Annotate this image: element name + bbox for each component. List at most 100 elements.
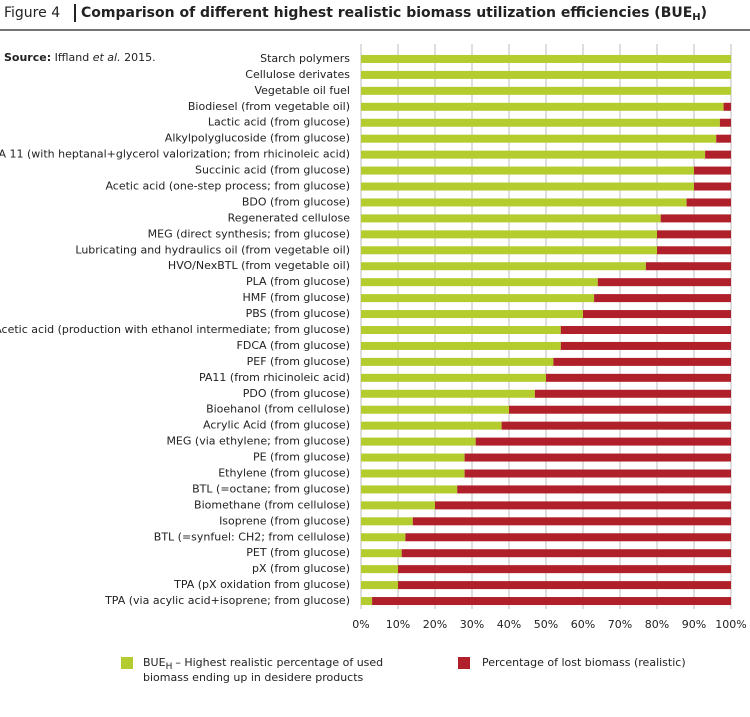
bar-segment [694,166,731,175]
legend-name-sub: H [166,662,173,672]
bar-segment [645,262,731,271]
bar-segment [361,437,476,446]
bar-segment [361,166,694,175]
source: Source: Iffland et al. 2015. [4,51,156,64]
source-part: et al. [93,51,121,64]
bar-segment [412,517,731,526]
y-tick-label: FDCA (from glucose) [237,339,350,352]
bar-segment [405,533,731,542]
y-tick-label: Isoprene (from glucose) [219,514,350,527]
y-tick-label: PET (from glucose) [246,546,350,559]
y-tick-label: pX (from glucose) [252,562,350,575]
bar-segment [534,389,731,398]
bar-segment [361,150,706,159]
bar-segment [361,405,509,414]
bar-segment [660,214,731,223]
bar-segment [398,581,731,590]
bar-segment [361,517,413,526]
bar-segment [686,198,731,207]
y-tick-label: PA 11 (with heptanal+glycerol valorizati… [0,148,350,161]
bar-segment [361,134,717,143]
bar-segment [361,86,731,95]
bar-segment [657,246,731,255]
source-part: 2015. [121,51,156,64]
y-tick-label: Succinic acid (from glucose) [195,164,350,177]
y-tick-label: Lactic acid (from glucose) [208,116,350,129]
bar-segment [361,565,398,574]
source-label: Source: [4,51,51,64]
bar-segment [657,230,731,239]
y-tick-label: Vegetable oil fuel [254,84,350,97]
bar-segment [361,533,406,542]
bar-segment [361,54,731,63]
bar-segment [361,182,694,191]
y-tick-label: Cellulose derivates [245,68,350,81]
bar-segment [501,421,731,430]
bar-segment [361,230,657,239]
y-tick-label: TPA (via acylic acid+isoprene; from gluc… [104,594,350,607]
y-tick-label: HMF (from glucose) [242,291,350,304]
y-tick-label: Bioehanol (from cellulose) [206,403,350,416]
bar-segment [361,549,402,558]
x-tick-label: 30% [460,618,484,631]
x-tick-label: 90% [682,618,706,631]
x-tick-label: 40% [497,618,521,631]
title-end: ) [701,5,707,21]
title-main: Comparison of different highest realisti… [81,5,692,21]
bar-segment [705,150,731,159]
bar-segment [594,294,731,303]
title-divider [74,4,76,22]
bar-segment [361,102,724,111]
y-tick-label: Lubricating and hydraulics oil (from veg… [75,243,350,256]
y-tick-label: Ethylene (from glucose) [218,466,350,479]
x-tick-label: 80% [645,618,669,631]
bar-segment [560,341,731,350]
bar-segment [464,469,731,478]
legend-name: BUE [143,656,166,669]
bar-segment [694,182,731,191]
bar-segment [361,294,595,303]
y-tick-label: Biomethane (from cellulose) [194,498,350,511]
y-tick-label: PEF (from glucose) [247,355,350,368]
bar-segment [475,437,731,446]
y-tick-label: PE (from glucose) [253,451,350,464]
legend-swatch [458,657,470,669]
bar-segment [435,501,731,510]
y-tick-label: BDO (from glucose) [242,195,350,208]
y-tick-label: Alkylpolyglucoside (from glucose) [165,132,350,145]
y-tick-label: PA11 (from rhicinoleic acid) [199,371,350,384]
y-tick-label: MEG (via ethylene; from glucose) [166,435,350,448]
bar-segment [361,198,687,207]
bar-segment [716,134,731,143]
y-tick-label: Acetic acid (one-step process; from gluc… [105,180,350,193]
bar-segment [560,326,731,334]
y-tick-label: Starch polymers [260,52,350,65]
bar-segment [464,453,731,462]
x-tick-label: 10% [386,618,410,631]
bar-segment [509,405,731,414]
bar-segment [361,357,554,366]
bar-segment [361,326,561,334]
bar-segment [457,485,731,494]
bar-segment [361,453,465,462]
bar-segment [546,373,731,382]
y-tick-label: Biodiesel (from vegetable oil) [188,100,350,113]
bar-segment [361,118,720,127]
y-tick-label: BTL (=synfuel: CH2; from cellulose) [154,530,350,543]
title-sub: H [692,12,700,23]
bar-segment [361,501,435,510]
x-tick-label: 20% [423,618,447,631]
bar-segment [361,373,546,382]
bar-segment [361,469,465,478]
bar-segment [361,310,583,319]
bar-segment [361,581,398,590]
legend-swatch [121,657,133,669]
source-part: Iffland [55,51,93,64]
y-tick-label: Acrylic Acid (from glucose) [203,419,350,432]
bar-segment [553,357,731,366]
legend-name-rest: – Highest realistic percentage of used [175,656,383,669]
x-tick-label: 50% [534,618,558,631]
y-tick-label: PLA (from glucose) [246,275,350,288]
x-tick-label: 60% [571,618,595,631]
